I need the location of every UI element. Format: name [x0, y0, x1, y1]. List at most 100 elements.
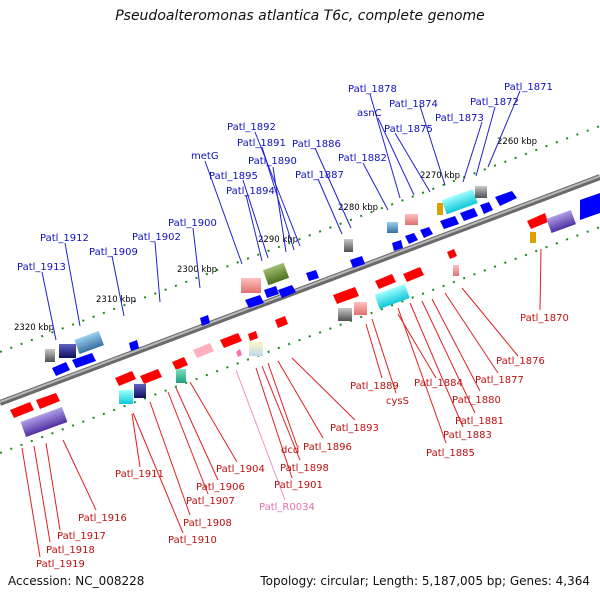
gene-label: Patl_1871: [504, 82, 553, 93]
gene-box: [441, 188, 478, 215]
gene-box: [437, 203, 443, 215]
kbp-label: 2270 kbp: [420, 171, 460, 181]
gene-arrow: [460, 208, 478, 221]
gene-arrow: [236, 349, 242, 357]
gene-label: Patl_1912: [40, 233, 89, 244]
gene-arrow: [403, 267, 424, 282]
kbp-label: 2310 kbp: [96, 295, 136, 305]
gene-label: Patl_1882: [338, 153, 387, 164]
gene-label: Patl_1904: [216, 464, 265, 475]
gene-box: [176, 369, 186, 383]
gene-box: [134, 384, 146, 398]
gene-arrow: [480, 202, 493, 214]
gene-arrow: [72, 353, 96, 368]
rna-leader-line: [235, 369, 286, 501]
kbp-label: 2260 kbp: [497, 137, 537, 147]
gene-arrow: [129, 340, 139, 351]
gene-arrow: [278, 285, 296, 298]
gene-arrow: [440, 216, 459, 229]
gene-label: Patl_1873: [435, 113, 484, 124]
gene-box: [354, 302, 367, 315]
gene-label: Patl_1877: [475, 375, 524, 386]
gene-label: Patl_1887: [295, 170, 344, 181]
gene-box: [59, 344, 76, 358]
gene-label: Patl_1891: [237, 138, 286, 149]
gene-label: cysS: [386, 396, 409, 407]
gene-box: [475, 186, 487, 198]
gene-box: [530, 232, 536, 243]
gene-box: [20, 406, 68, 438]
gene-box: [262, 262, 290, 286]
kbp-label: 2290 kbp: [258, 235, 298, 245]
gene-arrow: [447, 249, 457, 259]
gene-label: metG: [191, 151, 219, 162]
inner-tick-track: [0, 226, 600, 454]
gene-label: Patl_1878: [348, 84, 397, 95]
kbp-label: 2300 kbp: [177, 265, 217, 275]
gene-box: [338, 308, 352, 321]
gene-label: Patl_1906: [196, 482, 245, 493]
gene-box: [453, 265, 459, 276]
kbp-label: 2280 kbp: [338, 203, 378, 213]
gene-label: Patl_1881: [455, 416, 504, 427]
gene-arrow: [375, 274, 396, 289]
gene-label: Patl_1917: [57, 531, 106, 542]
gene-label: Patl_1893: [330, 423, 379, 434]
gene-label: Patl_1910: [168, 535, 217, 546]
gene-label: Patl_1895: [209, 171, 258, 182]
gene-box: [241, 278, 261, 293]
gene-label: Patl_1872: [470, 97, 519, 108]
gene-box: [45, 349, 55, 362]
gene-box: [119, 390, 133, 404]
gene-box: [387, 222, 398, 233]
gene-label: Patl_1902: [132, 232, 181, 243]
gene-label: Patl_1900: [168, 218, 217, 229]
gene-label: Patl_1898: [280, 463, 329, 474]
gene-label: Patl_1894: [226, 186, 275, 197]
gene-arrow: [275, 316, 288, 328]
gene-arrow: [172, 357, 188, 370]
gene-label: Patl_1918: [46, 545, 95, 556]
gene-arrow: [495, 191, 517, 206]
gene-label: dcd: [281, 445, 299, 456]
gene-label: Patl_1876: [496, 356, 545, 367]
gene-label: Patl_1886: [292, 139, 341, 150]
gene-label: Patl_1889: [350, 381, 399, 392]
topology-text: Topology: circular; Length: 5,187,005 bp…: [260, 574, 590, 588]
rna-gene-labels: Patl_R0034: [259, 502, 315, 513]
gene-arrow: [10, 402, 34, 418]
gene-label: Patl_1901: [274, 480, 323, 491]
gene-arrow: [115, 371, 136, 386]
gene-box: [546, 209, 576, 233]
gene-label: Patl_R0034: [259, 502, 315, 513]
gene-arrow: [264, 286, 279, 298]
gene-arrow: [333, 287, 359, 304]
gene-label: asnC: [357, 108, 382, 119]
plus-strand-genes: [45, 186, 600, 376]
gene-box: [74, 330, 104, 354]
gene-arrow: [420, 227, 433, 238]
gene-label: Patl_1890: [248, 156, 297, 167]
gene-arrow: [392, 240, 403, 251]
gene-label: Patl_1880: [452, 395, 501, 406]
gene-label: Patl_1911: [115, 469, 164, 480]
gene-label: Patl_1892: [227, 122, 276, 133]
gene-label: Patl_1884: [414, 378, 463, 389]
gene-arrow: [306, 270, 319, 281]
gene-label: Patl_1907: [186, 496, 235, 507]
gene-label: Patl_1913: [17, 262, 66, 273]
plus-gene-labels: Patl_1871 Patl_1872 Patl_1873 Patl_1874 …: [17, 82, 553, 273]
gene-arrow: [350, 256, 365, 268]
gene-label: Patl_1870: [520, 313, 569, 324]
gene-label: Patl_1908: [183, 518, 232, 529]
map-title: Pseudoalteromonas atlantica T6c, complet…: [115, 8, 485, 24]
gene-arrow: [245, 295, 264, 308]
accession-text: Accession: NC_008228: [8, 574, 145, 588]
minus-gene-labels: Patl_1870 Patl_1876 Patl_1877 Patl_1880 …: [36, 313, 569, 570]
minus-leader-lines: [21, 248, 542, 558]
kbp-label: 2320 kbp: [14, 323, 54, 333]
gene-arrow: [193, 343, 214, 358]
gene-label: Patl_1874: [389, 99, 438, 110]
gene-box: [374, 283, 410, 309]
